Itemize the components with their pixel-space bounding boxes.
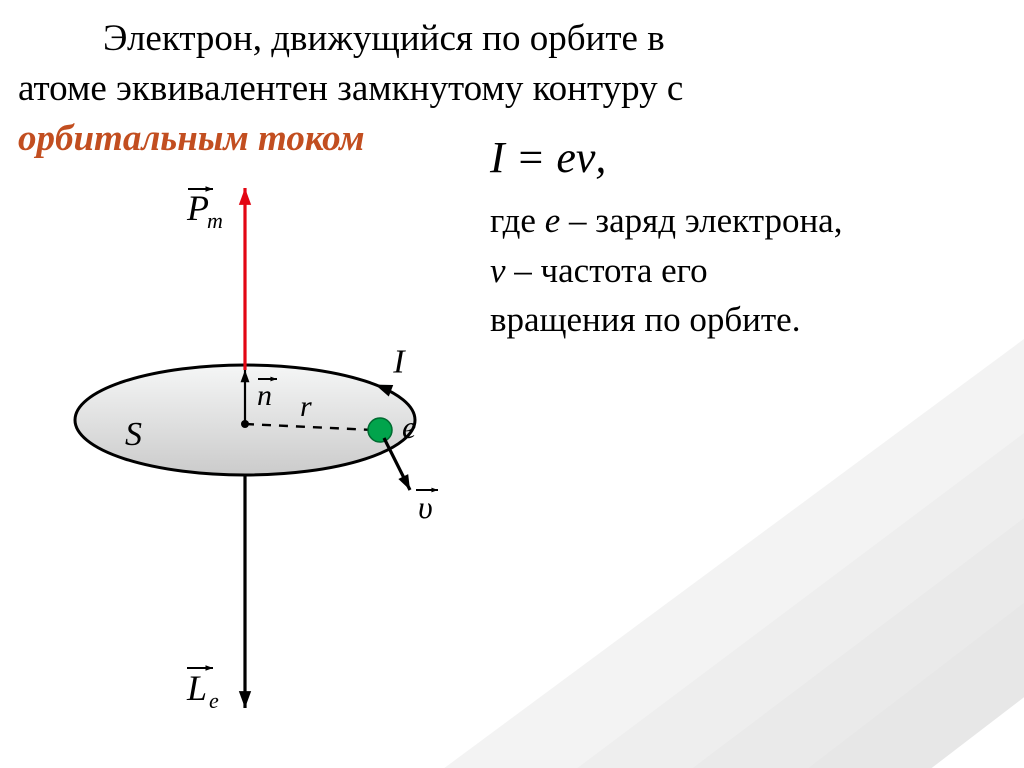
svg-text:υ: υ	[418, 489, 433, 525]
title-line1: Электрон, движущийся по орбите в	[103, 18, 665, 59]
orbit-diagram: Pm In Sr e υ Le	[50, 170, 470, 730]
description: где e – заряд электрона, ν – частота его…	[490, 196, 1000, 345]
svg-text:m: m	[207, 208, 223, 233]
svg-text:n: n	[257, 379, 272, 412]
svg-text:L: L	[186, 668, 207, 708]
svg-text:I: I	[392, 344, 406, 381]
formula: I = eν,	[490, 132, 606, 183]
svg-text:P: P	[186, 188, 209, 228]
svg-text:e: e	[209, 688, 219, 713]
svg-text:r: r	[300, 390, 312, 423]
title-line2: атоме эквивалентен замкнутому контуру с	[18, 68, 683, 109]
orbital-phrase: орбитальным током	[18, 118, 365, 159]
svg-text:S: S	[125, 416, 142, 453]
svg-text:e: e	[402, 409, 416, 445]
